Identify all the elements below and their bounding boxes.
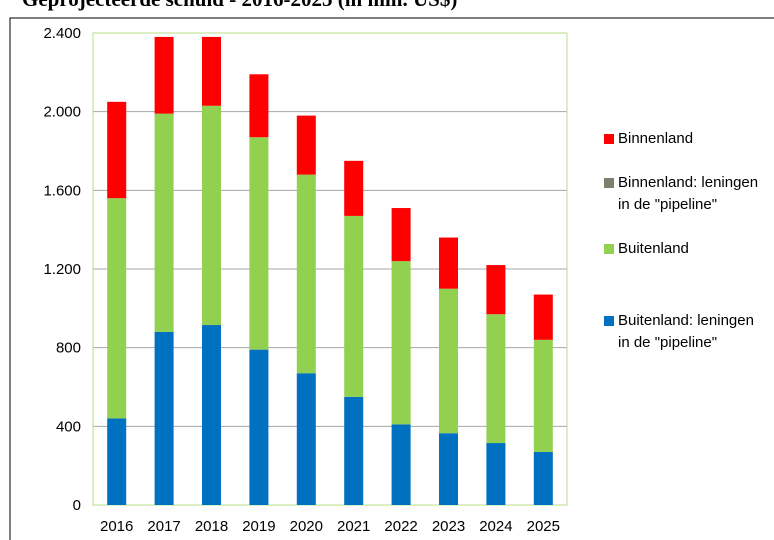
bar-segment [154,331,174,505]
x-tick-label: 2020 [290,518,323,535]
legend-swatch [604,178,614,188]
legend-item: Buitenland [604,238,768,260]
x-tick-label: 2024 [479,518,512,535]
bar-segment [533,294,553,340]
bar-segment [249,349,269,505]
y-tick-label: 800 [56,340,81,357]
bar-segment [344,160,364,216]
x-tick-label: 2025 [527,518,560,535]
x-tick-label: 2018 [195,518,228,535]
bar-segment [154,113,174,332]
bar-segment [296,115,316,175]
bar-segment [391,208,411,262]
bar-segment [344,215,364,397]
legend-item: Binnenland: leningen in de "pipeline" [604,172,768,216]
x-tick-label: 2023 [432,518,465,535]
legend-item: Binnenland [604,128,768,150]
legend-label: Binnenland: leningen in de "pipeline" [618,174,759,213]
x-tick-label: 2022 [384,518,417,535]
bar-segment [249,137,269,350]
bar-segment [296,174,316,374]
legend-item: Buitenland: leningen in de "pipeline" [604,310,768,354]
x-tick-label: 2021 [337,518,370,535]
bar-segment [154,36,174,114]
bar-segment [486,265,506,315]
bar-segment [391,261,411,425]
bar-segment [202,36,221,106]
bar-segment [439,237,458,289]
y-tick-label: 0 [73,497,81,514]
bar-segment [486,314,506,444]
y-tick-label: 1.600 [43,182,81,199]
y-tick-label: 2.000 [43,104,81,121]
legend-swatch [604,134,614,144]
bar-segment [202,105,221,326]
y-tick-label: 400 [56,418,81,435]
bar-segment [533,339,553,452]
legend-swatch [604,244,614,254]
bar-segment [107,101,127,199]
legend-label: Binnenland [618,130,694,147]
chart-title: Geprojecteerde schuld - 2016-2025 (in ml… [22,0,457,11]
x-tick-label: 2016 [100,518,133,535]
legend-swatch [604,316,614,326]
bar-segment [107,418,127,505]
bar-segment [296,373,316,505]
bar-segment [202,325,221,505]
plot-border [92,32,568,506]
y-tick-label: 2.400 [43,25,81,42]
legend-label: Buitenland: leningen in de "pipeline" [618,312,754,351]
bar-segment [391,424,411,505]
x-tick-label: 2017 [147,518,180,535]
x-tick-label: 2019 [242,518,275,535]
bar-segment [439,433,458,505]
bar-segment [249,74,269,138]
bar-segment [439,288,458,434]
y-tick-label: 1.200 [43,261,81,278]
legend-label: Buitenland [618,240,689,257]
bar-segment [107,198,127,419]
bar-segment [344,396,364,505]
chart-border [9,17,774,540]
bar-segment [486,443,506,505]
bar-segment [533,451,553,505]
